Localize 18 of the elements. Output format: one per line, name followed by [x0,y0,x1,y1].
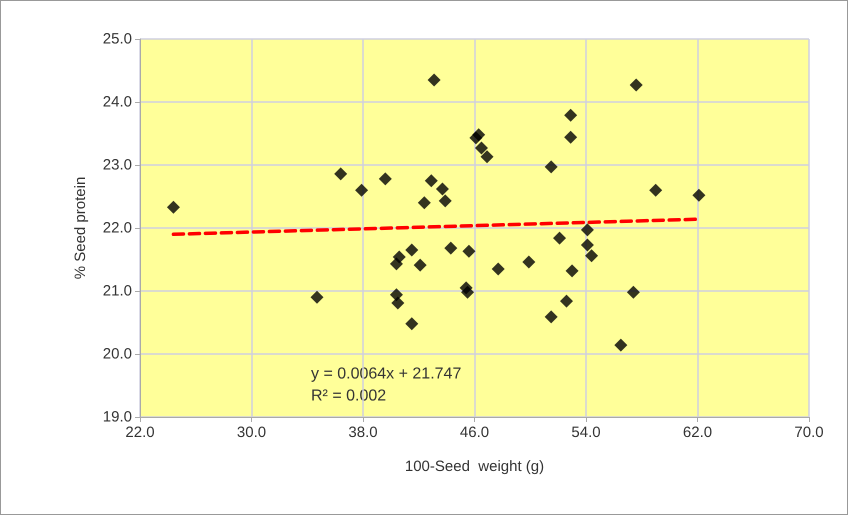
x-tick-label: 38.0 [348,424,378,441]
annotation: R² = 0.002 [311,388,386,404]
x-tick-label: 70.0 [794,424,824,441]
x-tick-label: 46.0 [460,424,490,441]
y-tick-label: 19.0 [102,408,132,426]
x-tick-label: 30.0 [236,424,266,441]
y-tick-label: 21.0 [102,282,132,300]
x-axis-title: 100-Seed weight (g) [404,458,544,475]
y-tick-label: 25.0 [102,30,132,48]
x-tick-label: 54.0 [571,424,601,441]
y-axis-title: % Seed protein [72,176,89,280]
y-tick-label: 20.0 [102,346,132,362]
x-tick-label: 22.0 [125,424,155,441]
annotation: y = 0.0064x + 21.747 [311,366,462,382]
x-tick-label: 62.0 [682,424,712,441]
y-tick-label: 22.0 [102,220,132,236]
y-tick-label: 23.0 [102,156,132,174]
y-tick-label: 24.0 [102,94,132,110]
